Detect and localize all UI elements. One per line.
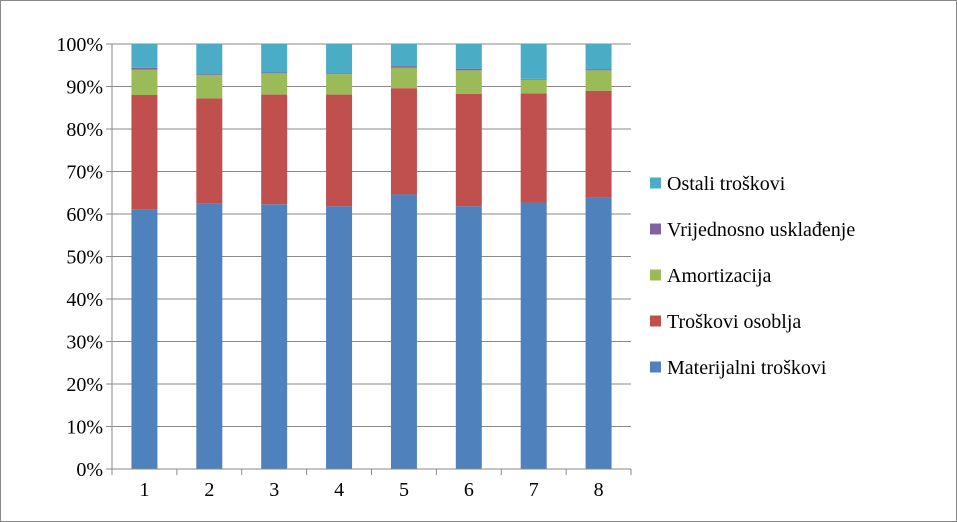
bar-segment (261, 73, 288, 95)
bar-segment (196, 203, 223, 469)
bar-segment (196, 98, 223, 204)
bar-segment (326, 44, 353, 74)
y-tick-label: 40% (66, 289, 103, 311)
bar-segment (261, 44, 288, 73)
y-tick-label: 90% (66, 77, 103, 99)
x-tick-label: 8 (594, 479, 604, 501)
x-tick-label: 1 (139, 479, 149, 501)
x-tick-label: 2 (204, 479, 214, 501)
x-tick-label: 7 (529, 479, 539, 501)
bar-segment (131, 69, 158, 95)
bar-segment (261, 94, 288, 205)
y-tick-label: 60% (66, 204, 103, 226)
bar-segment (390, 44, 417, 67)
legend-label: Ostali troškovi (667, 173, 786, 195)
bar-segment (585, 90, 612, 198)
legend-label: Troškovi osoblja (667, 311, 801, 333)
bar-segment (455, 44, 482, 69)
legend-swatch (650, 315, 661, 327)
bar-segment (455, 206, 482, 469)
bar-segment (520, 79, 547, 94)
bar-segment (131, 95, 158, 210)
legend-swatch (650, 361, 661, 373)
bar-segment (196, 75, 223, 99)
x-tick-label: 6 (464, 479, 474, 501)
bar-segment (455, 68, 482, 71)
bar-segment (390, 67, 417, 89)
y-tick-label: 80% (66, 119, 103, 141)
bar-segment (131, 67, 158, 70)
legend: Ostali troškovi Vrijednosno usklađenje Amo… (650, 173, 855, 379)
y-tick-label: 10% (66, 417, 103, 439)
x-axis-tick-labels: 1 2 3 4 5 6 7 8 (139, 479, 603, 501)
bar-segment (585, 69, 612, 71)
y-tick-label: 50% (66, 247, 103, 269)
bar-segment (585, 44, 612, 70)
legend-swatch (650, 223, 661, 235)
bar-segment (520, 93, 547, 203)
bar-segment (520, 44, 547, 79)
bar-segment (196, 44, 223, 75)
bar-segment (455, 70, 482, 94)
bar-segment (326, 74, 353, 95)
x-tick-label: 4 (334, 479, 344, 501)
y-tick-label: 30% (66, 332, 103, 354)
bar-segment (390, 194, 417, 469)
bar-segment (196, 74, 223, 76)
bar-segment (390, 66, 417, 68)
bar-segment (390, 88, 417, 195)
bar-segment (520, 78, 547, 80)
legend-label: Amortizacija (667, 265, 772, 287)
legend-label: Vrijednosno usklađenje (667, 219, 855, 241)
y-tick-label: 0% (76, 459, 103, 481)
bar-segment (455, 93, 482, 207)
x-tick-label: 5 (399, 479, 409, 501)
y-tick-label: 20% (66, 374, 103, 396)
bar-segment (131, 44, 158, 68)
axes (106, 43, 632, 475)
legend-swatch (650, 177, 661, 189)
bar-segment (326, 73, 353, 75)
y-tick-label: 70% (66, 162, 103, 184)
y-axis-tick-labels: 0% 10% 20% 30% 40% 50% 60% 70% 80% 90% 100% (56, 34, 103, 481)
bar-segment (326, 206, 353, 469)
bars (131, 44, 612, 470)
bar-segment (585, 197, 612, 470)
bar-segment (520, 202, 547, 469)
bar-segment (585, 70, 612, 91)
bar-segment (326, 94, 353, 207)
legend-swatch (650, 269, 661, 281)
legend-label: Materijalni troškovi (667, 357, 827, 379)
bar-segment (131, 209, 158, 469)
bar-segment (261, 204, 288, 469)
bar-segment (261, 72, 288, 74)
x-tick-label: 3 (269, 479, 279, 501)
y-tick-label: 100% (56, 34, 103, 56)
gridlines (112, 43, 631, 427)
